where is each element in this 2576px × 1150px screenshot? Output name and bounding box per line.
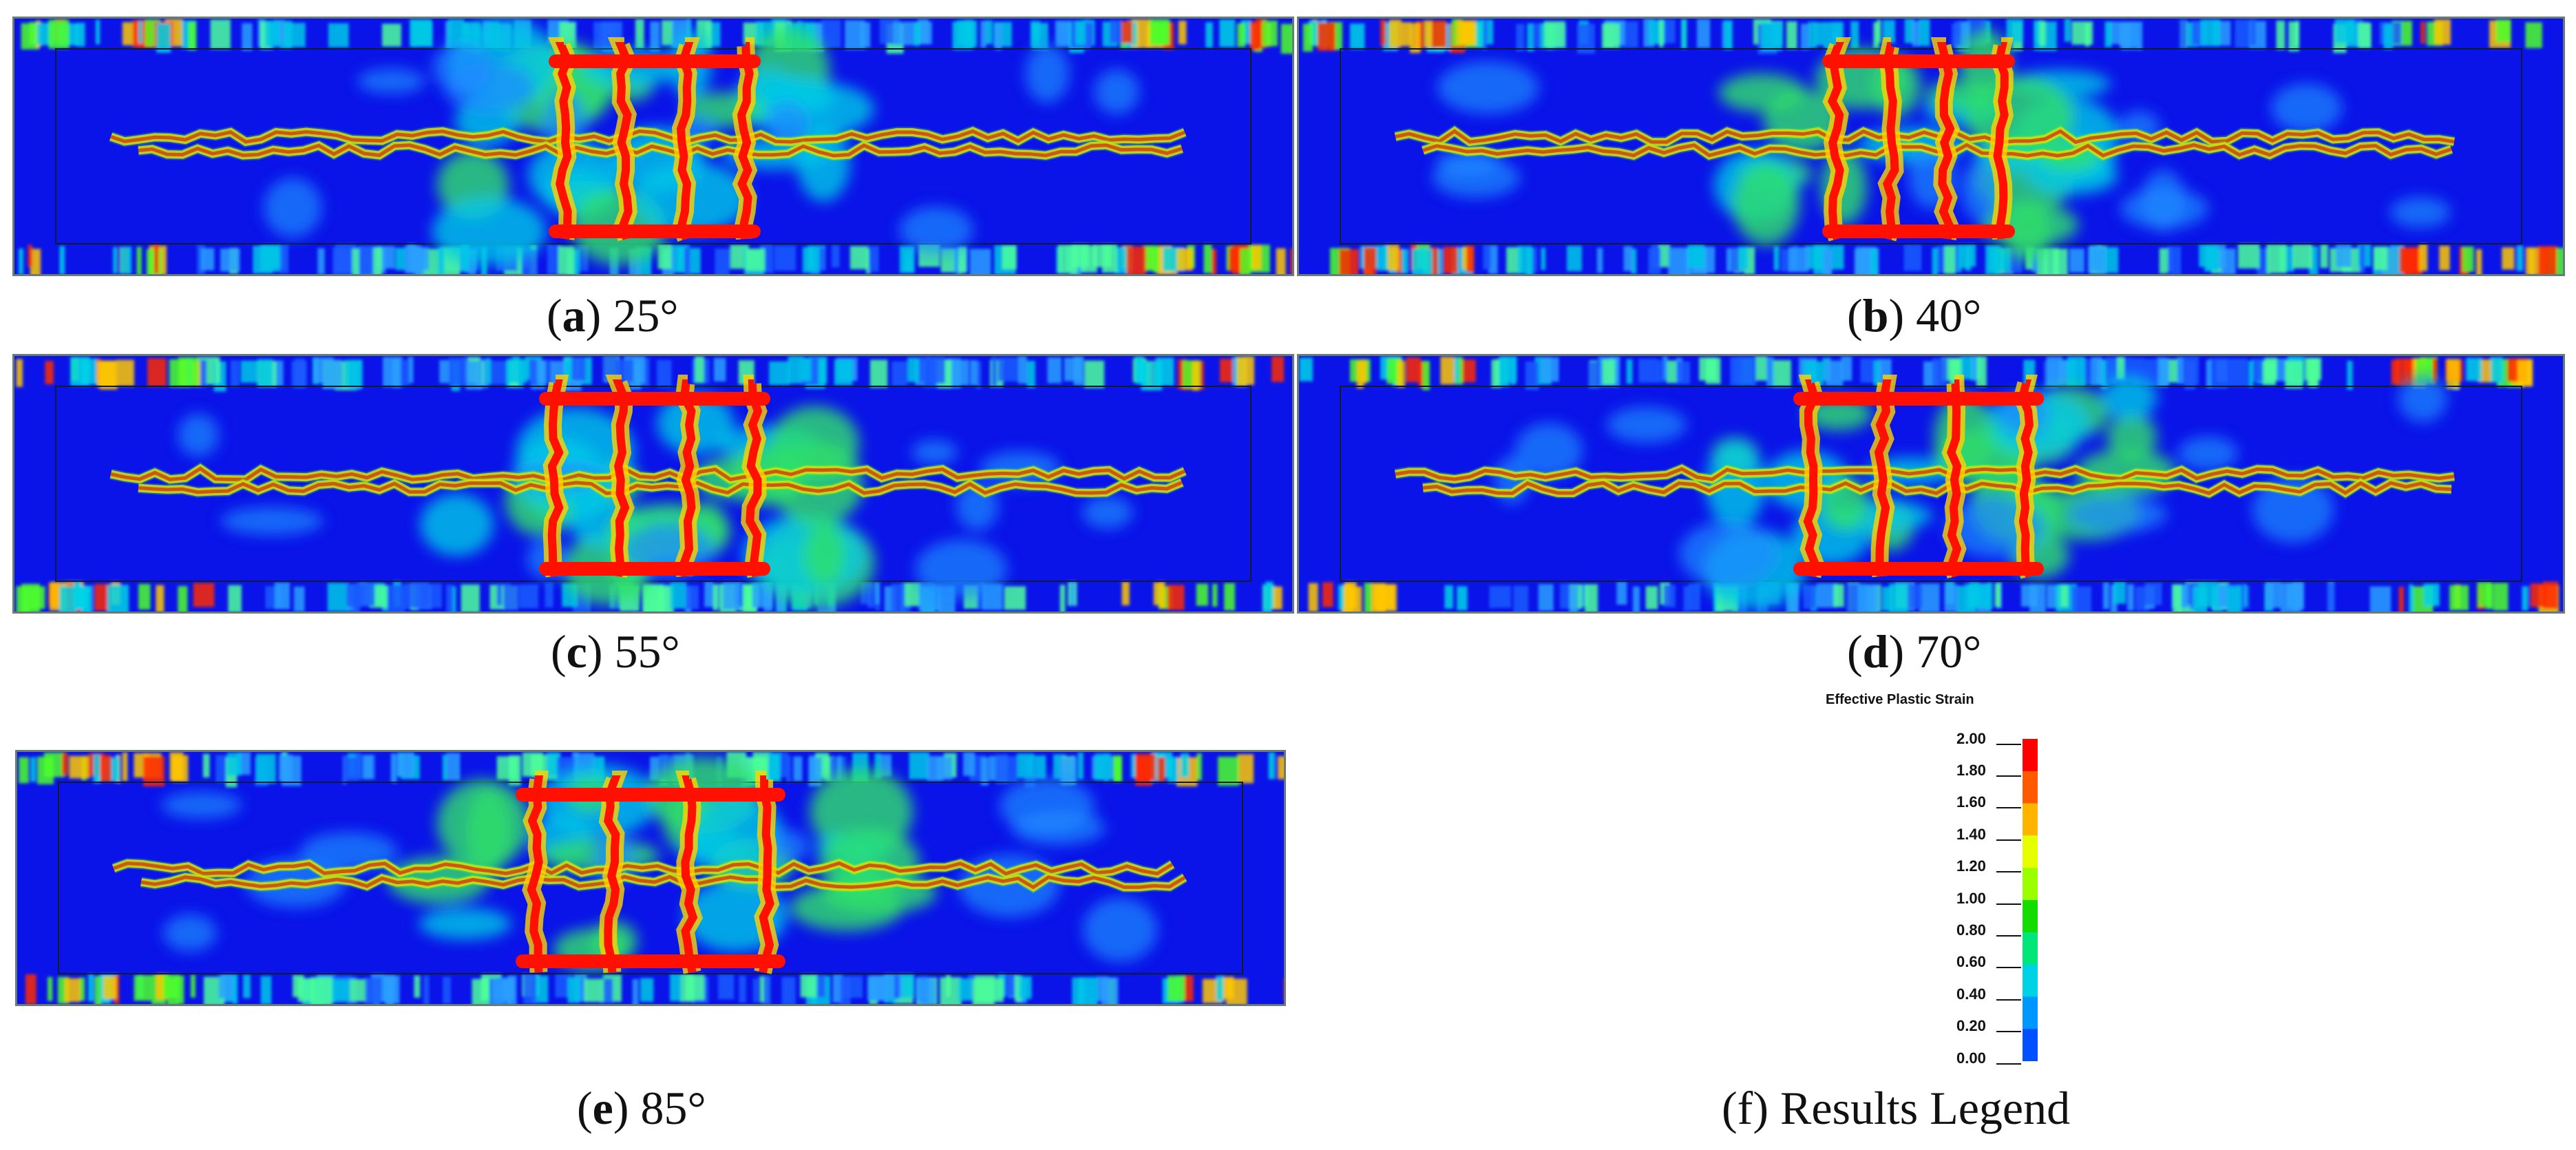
- legend-tick: 0.40: [1956, 985, 2021, 1003]
- contour-plot-e: [19, 752, 1284, 1004]
- legend-tick: 0.00: [1956, 1049, 2021, 1067]
- legend-tick: 0.20: [1956, 1017, 2021, 1034]
- legend-color-segment: [2023, 835, 2038, 868]
- legend-tick: 0.60: [1956, 953, 2021, 970]
- caption-c: (c) 55°: [551, 625, 680, 678]
- legend-color-segment: [2023, 868, 2038, 901]
- legend-tick: 1.20: [1956, 857, 2021, 875]
- legend-color-segment: [2023, 1029, 2038, 1061]
- caption-d: (d) 70°: [1847, 625, 1982, 678]
- contour-plot-b: [1302, 19, 2563, 274]
- legend-tick: 1.40: [1956, 826, 2021, 843]
- legend-color-segment: [2023, 771, 2038, 804]
- caption-f: (f) Results Legend: [1722, 1082, 2071, 1134]
- legend-color-segment: [2023, 803, 2038, 836]
- legend-tick: 0.80: [1956, 921, 2021, 939]
- caption-a: (a) 25°: [547, 289, 679, 342]
- contour-plot-a: [19, 19, 1292, 274]
- strain-contour-panel-b: [1297, 17, 2565, 276]
- caption-b: (b) 40°: [1847, 289, 1982, 342]
- legend-color-segment: [2023, 900, 2038, 933]
- legend-tick: 1.80: [1956, 762, 2021, 779]
- strain-contour-panel-d: [1297, 354, 2565, 614]
- legend-tick: 1.60: [1956, 793, 2021, 811]
- legend-tick: 1.00: [1956, 890, 2021, 907]
- legend-tick: 2.00: [1956, 730, 2021, 747]
- contour-plot-d: [1299, 356, 2559, 611]
- contour-plot-c: [16, 356, 1285, 611]
- legend-tick-labels: 2.00 1.80 1.60 1.40 1.20 1.00 0.80 0.60 …: [1956, 730, 2025, 1074]
- strain-contour-panel-e: [15, 750, 1286, 1006]
- caption-e: (e) 85°: [577, 1082, 706, 1134]
- legend-color-segment: [2023, 964, 2038, 997]
- legend-color-segment: [2023, 932, 2038, 965]
- legend-color-bar: [2023, 739, 2038, 1061]
- legend-color-segment: [2023, 996, 2038, 1029]
- strain-contour-panel-a: [12, 17, 1294, 276]
- legend-color-segment: [2023, 739, 2038, 772]
- legend-title: Effective Plastic Strain: [1826, 692, 1974, 707]
- strain-contour-panel-c: [12, 354, 1294, 614]
